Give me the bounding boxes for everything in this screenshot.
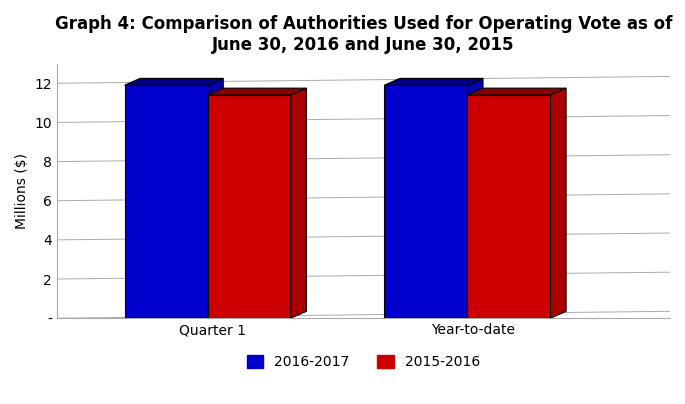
Title: Graph 4: Comparison of Authorities Used for Operating Vote as of
June 30, 2016 a: Graph 4: Comparison of Authorities Used … <box>55 15 672 54</box>
Bar <box>384 85 467 318</box>
Bar <box>208 95 291 318</box>
Polygon shape <box>291 88 306 318</box>
Polygon shape <box>467 78 483 318</box>
Polygon shape <box>467 88 566 95</box>
Polygon shape <box>125 78 223 85</box>
Polygon shape <box>384 78 483 85</box>
Y-axis label: Millions ($): Millions ($) <box>15 153 29 229</box>
Polygon shape <box>208 78 223 318</box>
Polygon shape <box>208 88 306 95</box>
Legend: 2016-2017, 2015-2016: 2016-2017, 2015-2016 <box>241 350 486 375</box>
Bar <box>467 95 551 318</box>
Polygon shape <box>551 88 566 318</box>
Bar <box>125 85 208 318</box>
